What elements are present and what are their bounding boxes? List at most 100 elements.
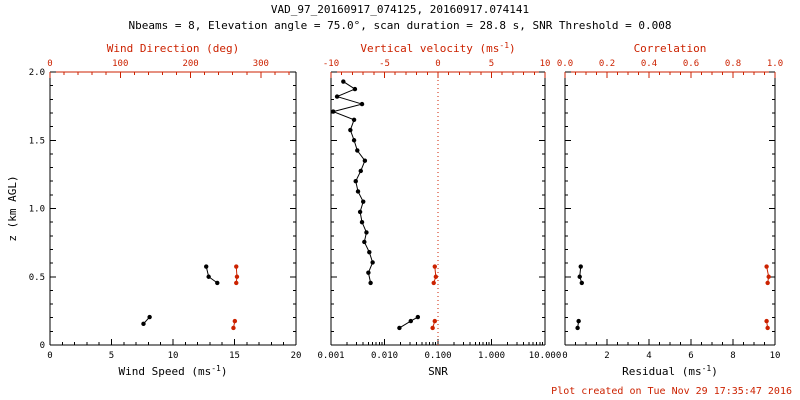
plot-subtitle: Nbeams = 8, Elevation angle = 75.0°, sca… xyxy=(128,19,672,32)
x-top-tick-label: 0.6 xyxy=(683,59,699,69)
plot-title: VAD_97_20160917_074125, 20160917.074141 xyxy=(270,3,530,16)
data-point xyxy=(359,219,365,225)
series-wind-direction xyxy=(231,264,240,331)
x-bottom-tick-label: 0 xyxy=(47,351,52,361)
x-bottom-axis-label: Wind Speed (ms-1) xyxy=(119,364,228,378)
x-bottom-tick-label: 10 xyxy=(168,351,179,361)
x-bottom-tick-label: 20 xyxy=(291,351,302,361)
x-top-tick-label: 0.8 xyxy=(725,59,741,69)
x-bottom-axis-label: Residual (ms-1) xyxy=(622,364,718,378)
data-point xyxy=(331,109,336,114)
x-top-tick-label: 0.0 xyxy=(557,59,573,69)
x-top-axis-label: Correlation xyxy=(634,42,707,55)
plot-timestamp: Plot created on Tue Nov 29 17:35:47 2016 xyxy=(551,386,792,397)
data-point xyxy=(357,209,363,215)
x-bottom-tick-label: 1.000 xyxy=(478,351,505,361)
series-residual xyxy=(575,264,584,331)
data-point xyxy=(361,199,366,204)
x-bottom-tick-label: 10.000 xyxy=(529,351,562,361)
data-point xyxy=(368,280,373,286)
data-point xyxy=(231,325,236,331)
x-top-tick-label: 0 xyxy=(435,59,440,69)
data-point xyxy=(352,86,358,92)
data-point xyxy=(341,79,346,84)
data-point xyxy=(415,314,421,320)
series-vertical-velocity xyxy=(430,264,439,331)
x-bottom-tick-label: 4 xyxy=(646,351,651,361)
data-point xyxy=(367,249,372,255)
x-bottom-tick-label: 0.010 xyxy=(371,351,398,361)
data-point xyxy=(577,274,582,279)
data-point xyxy=(234,280,239,286)
y-tick-label: 2.0 xyxy=(29,68,45,78)
x-top-tick-label: 1.0 xyxy=(767,59,783,69)
series-wind-speed xyxy=(141,264,220,327)
y-tick-label: 0.5 xyxy=(29,273,45,283)
data-point xyxy=(370,260,375,265)
y-axis-label: z (km AGL) xyxy=(6,175,19,241)
x-top-tick-label: 0.4 xyxy=(641,59,657,69)
x-top-tick-label: 0.2 xyxy=(599,59,615,69)
data-point xyxy=(578,264,583,269)
x-bottom-tick-label: 5 xyxy=(109,351,114,361)
x-bottom-tick-label: 15 xyxy=(229,351,240,361)
series-correlation xyxy=(764,264,771,331)
data-point xyxy=(764,264,769,269)
x-top-tick-label: -10 xyxy=(323,59,339,69)
data-point xyxy=(232,318,238,324)
x-bottom-tick-label: 0 xyxy=(562,351,567,361)
data-point xyxy=(579,280,584,286)
data-point xyxy=(362,239,367,245)
data-point xyxy=(147,314,152,320)
data-point xyxy=(355,189,361,194)
x-top-tick-label: 100 xyxy=(112,59,128,69)
x-top-tick-label: 200 xyxy=(182,59,198,69)
series-snr-profile xyxy=(331,79,421,331)
y-tick-label: 1.0 xyxy=(29,205,45,215)
x-bottom-tick-label: 6 xyxy=(688,351,693,361)
data-point xyxy=(432,318,437,324)
data-point xyxy=(430,325,435,331)
panel-snr: 0.001 0.010 0.100 1.000 10.000 SNR -10 -5 0 5 10 Ve… xyxy=(317,41,561,378)
x-bottom-tick-label: 0.100 xyxy=(424,351,451,361)
data-point xyxy=(215,280,220,286)
panel-residual: 0 2 4 6 8 10 Residual (ms-1) 0.0 0.2 0.4 0.6 0.8 1.0… xyxy=(557,42,783,378)
x-top-tick-label: 0 xyxy=(47,59,52,69)
x-top-tick-label: 5 xyxy=(489,59,494,69)
data-point xyxy=(575,325,580,331)
data-point xyxy=(348,127,353,133)
data-point xyxy=(433,274,439,279)
data-point xyxy=(204,264,209,269)
data-point xyxy=(765,325,770,331)
y-tick-label: 1.5 xyxy=(29,136,45,146)
data-point xyxy=(353,179,358,184)
data-point xyxy=(576,318,581,324)
data-point xyxy=(408,318,413,324)
x-top-tick-label: 10 xyxy=(540,59,551,69)
x-bottom-axis-label: SNR xyxy=(428,365,448,378)
panel-wind: 0 0.5 1.0 1.5 2.0 z (km AGL) 0 5 10 15 20 Wind Spee… xyxy=(6,42,301,378)
data-point xyxy=(765,280,770,286)
data-point xyxy=(234,264,239,269)
data-point xyxy=(397,325,402,331)
data-point xyxy=(362,158,368,163)
data-point xyxy=(358,168,363,174)
data-point xyxy=(432,264,437,269)
data-point xyxy=(334,94,340,99)
data-point xyxy=(141,321,146,327)
x-bottom-tick-label: 0.001 xyxy=(317,351,344,361)
data-point xyxy=(364,230,369,235)
data-point xyxy=(764,318,769,324)
data-point xyxy=(355,148,360,153)
data-point xyxy=(431,280,436,286)
data-point xyxy=(351,117,357,122)
x-bottom-tick-label: 10 xyxy=(770,351,781,361)
y-tick-label: 0 xyxy=(40,341,45,351)
data-point xyxy=(234,274,240,279)
data-point xyxy=(366,270,371,275)
data-point xyxy=(766,274,771,279)
data-point xyxy=(359,101,365,107)
x-top-tick-label: 300 xyxy=(253,59,269,69)
